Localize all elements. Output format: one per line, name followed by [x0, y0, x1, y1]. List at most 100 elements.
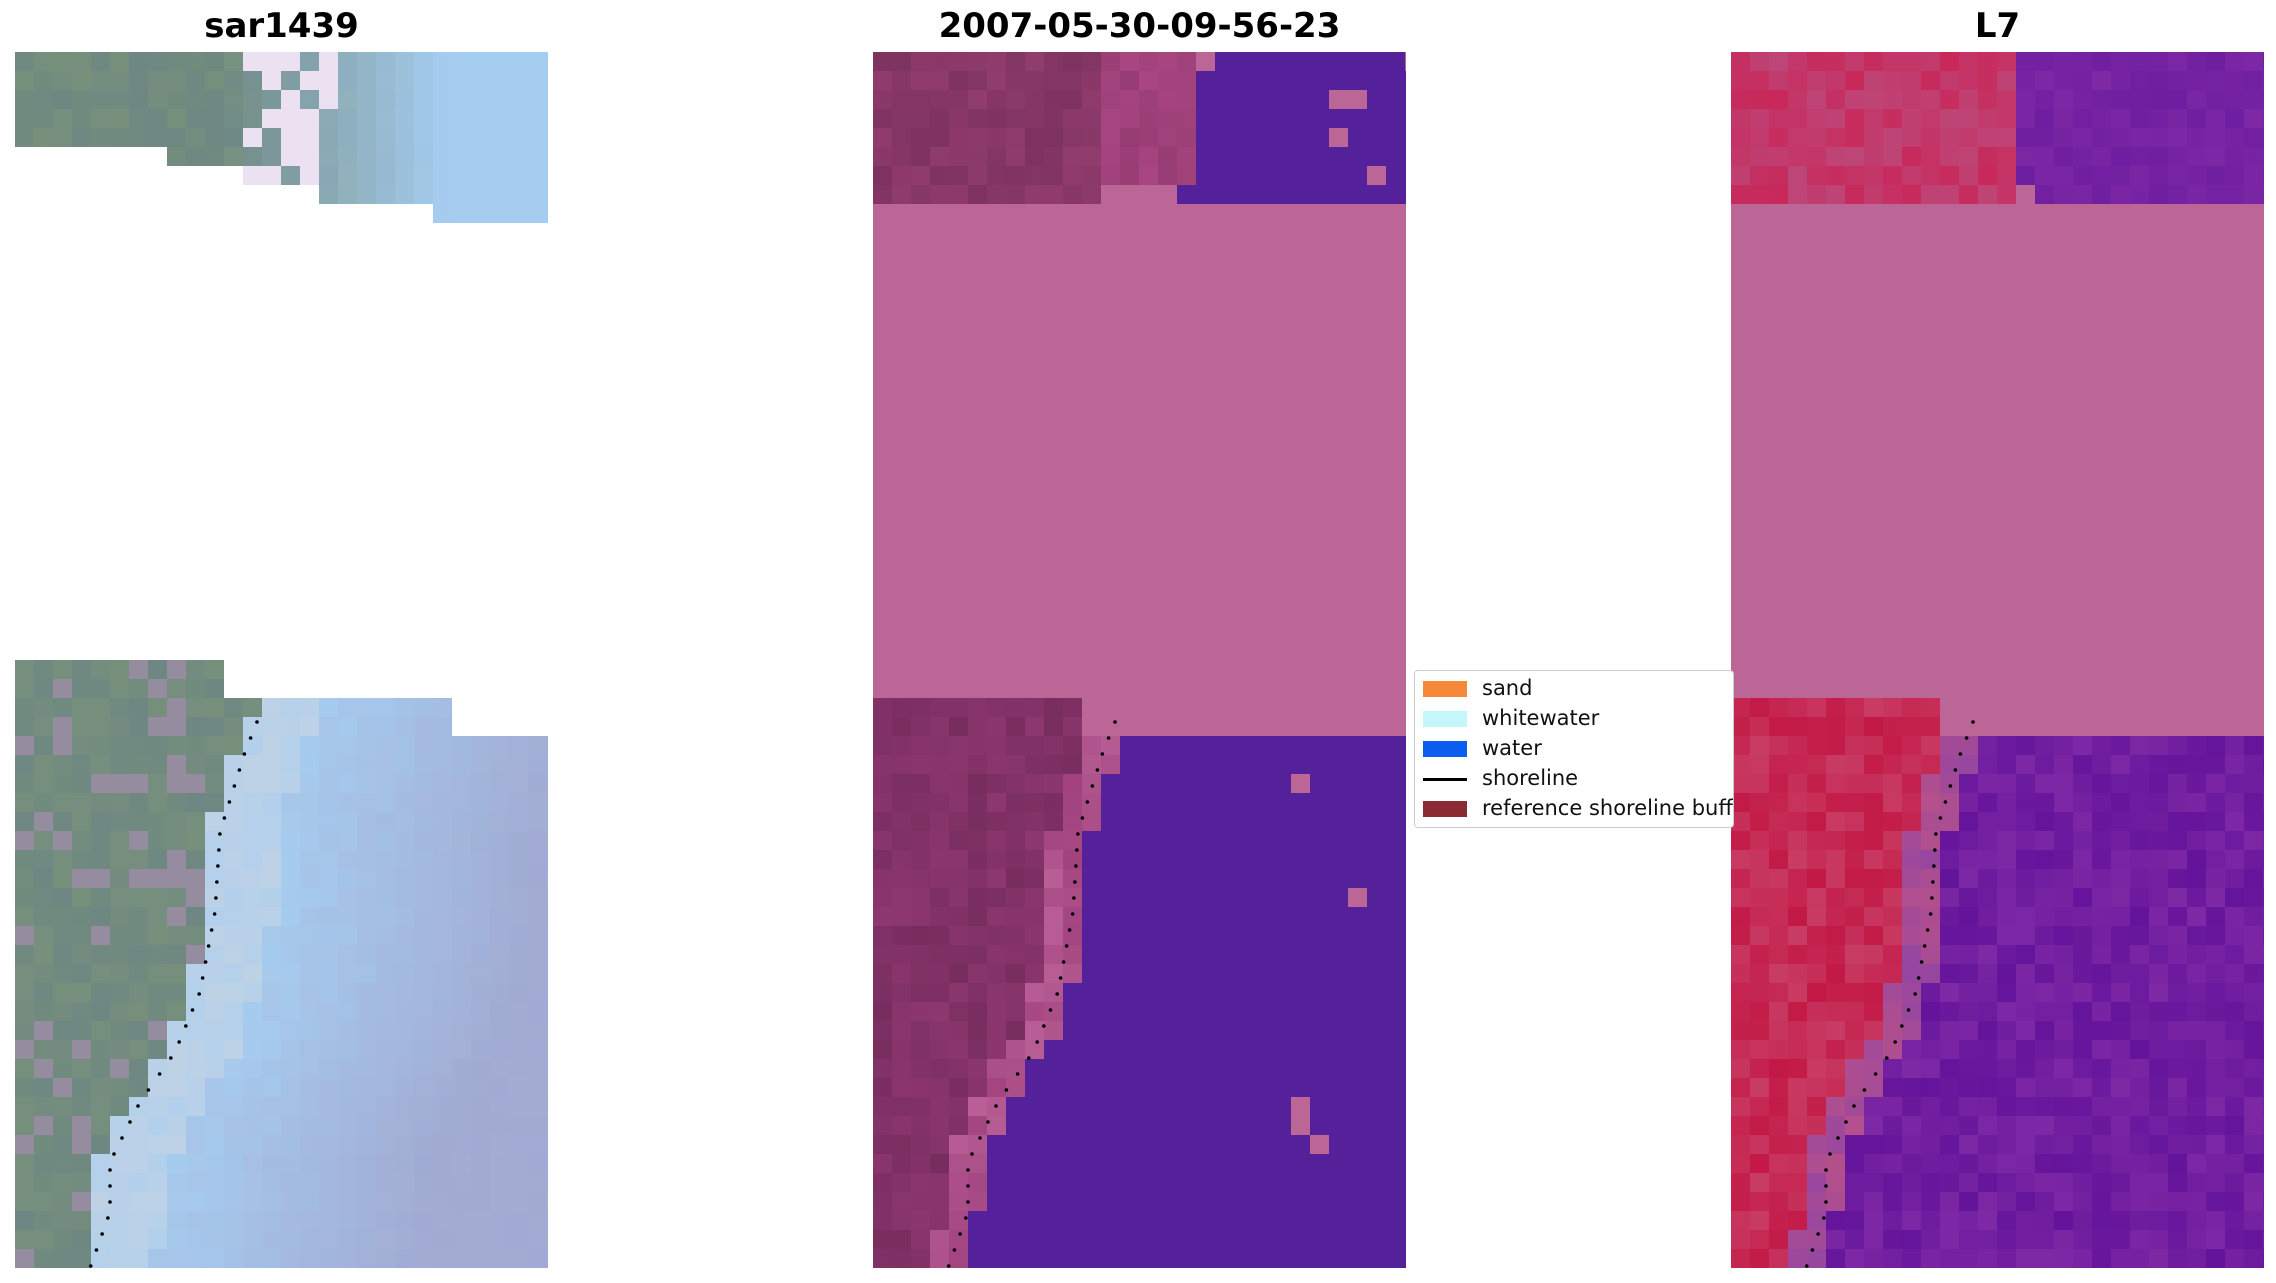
- shoreline-point: [1931, 880, 1935, 884]
- shoreline-point: [1862, 1088, 1867, 1092]
- shoreline-point: [1810, 1248, 1815, 1252]
- shoreline-point: [1058, 976, 1063, 980]
- shoreline-point: [106, 1216, 110, 1220]
- shoreline-point: [216, 864, 220, 868]
- shoreline-point: [1076, 832, 1080, 836]
- shoreline-point: [986, 1120, 990, 1124]
- shoreline-point: [1964, 736, 1969, 740]
- legend-label: whitewater: [1482, 706, 1600, 730]
- shoreline-point: [197, 992, 201, 996]
- shoreline-point: [214, 896, 218, 900]
- shoreline-point: [169, 1056, 173, 1060]
- shoreline-point: [1938, 816, 1943, 820]
- shoreline-point: [88, 1264, 93, 1268]
- shoreline-point: [1958, 752, 1963, 756]
- shoreline-point: [1824, 1168, 1828, 1172]
- legend-label: water: [1482, 736, 1542, 760]
- shoreline-point: [1073, 880, 1077, 884]
- shoreline-point: [1919, 960, 1924, 964]
- shoreline-point: [1953, 768, 1958, 772]
- shoreline-point: [1932, 864, 1936, 868]
- shoreline-point: [120, 1136, 124, 1140]
- shoreline-point: [1080, 816, 1085, 820]
- shoreline-point: [1106, 736, 1111, 740]
- shoreline-point: [1906, 1008, 1911, 1012]
- shoreline-point: [190, 1008, 195, 1012]
- whitewater-swatch: [1423, 711, 1467, 727]
- panel-title-classification: 2007-05-30-09-56-23: [938, 6, 1341, 46]
- legend-label: sand: [1482, 676, 1533, 700]
- shoreline-point: [248, 736, 253, 740]
- shoreline-point: [946, 1264, 951, 1268]
- shoreline-point: [1948, 784, 1953, 788]
- shoreline-point: [1064, 944, 1069, 948]
- shoreline-point: [1070, 912, 1075, 916]
- shoreline-point: [212, 912, 217, 916]
- shoreline-point: [108, 1200, 112, 1204]
- shoreline-point: [1928, 912, 1933, 916]
- shoreline-point: [978, 1136, 982, 1140]
- shoreline-point: [966, 1184, 970, 1188]
- shoreline-point: [1900, 1024, 1904, 1028]
- reference-buffer-swatch: [1423, 801, 1467, 817]
- shoreline-point: [1930, 896, 1934, 900]
- shoreline-point: [1913, 992, 1917, 996]
- shoreline-point: [1873, 1072, 1878, 1076]
- shoreline-point: [128, 1120, 132, 1124]
- shoreline-point: [1971, 720, 1975, 724]
- shoreline-point: [1048, 1008, 1053, 1012]
- shoreline-point: [1824, 1184, 1828, 1188]
- shoreline-point: [1934, 832, 1938, 836]
- shoreline-point: [1095, 768, 1100, 772]
- rgb-image-panel: [15, 52, 548, 1268]
- shoreline-point: [1844, 1120, 1848, 1124]
- shoreline-point: [1061, 960, 1066, 964]
- shoreline-dots: [946, 720, 1117, 1268]
- shoreline-point: [1822, 1216, 1826, 1220]
- shoreline-point: [1004, 1088, 1009, 1092]
- shoreline-dots: [1804, 720, 1975, 1268]
- shoreline-point: [232, 784, 237, 788]
- shoreline-point: [1816, 1232, 1820, 1236]
- shoreline-point: [970, 1152, 974, 1156]
- shoreline-point: [1943, 800, 1948, 804]
- shoreline-point: [177, 1040, 181, 1044]
- shoreline-point: [108, 1184, 112, 1188]
- shoreline-point: [200, 976, 205, 980]
- shoreline-point: [1925, 928, 1930, 932]
- shoreline-point: [255, 720, 259, 724]
- shoreline-point: [94, 1248, 99, 1252]
- shoreline-point: [1015, 1072, 1020, 1076]
- shoreline-point: [952, 1248, 957, 1252]
- classification-image-panel: [873, 52, 1406, 1268]
- shoreline-point: [1035, 1040, 1039, 1044]
- shoreline-point: [222, 816, 227, 820]
- shoreline-point: [1828, 1152, 1832, 1156]
- shoreline-point: [227, 800, 232, 804]
- shoreline-point: [1824, 1200, 1828, 1204]
- shoreline-point: [1100, 752, 1105, 756]
- shoreline-point: [184, 1024, 188, 1028]
- shoreline-point: [1027, 1056, 1031, 1060]
- shoreline-dots: [88, 720, 259, 1268]
- shoreline-point: [994, 1104, 998, 1108]
- shoreline-point: [1055, 992, 1059, 996]
- water-swatch: [1423, 741, 1467, 757]
- shoreline-point: [1885, 1056, 1889, 1060]
- shoreline-point: [1933, 848, 1937, 852]
- legend: sand whitewater water shoreline referenc…: [1414, 670, 1734, 828]
- shoreline-point: [958, 1232, 962, 1236]
- shoreline-point: [237, 768, 242, 772]
- shoreline-point: [146, 1088, 151, 1092]
- shoreline-point: [1074, 864, 1078, 868]
- shoreline-point: [1072, 896, 1076, 900]
- shoreline-point: [1090, 784, 1095, 788]
- shoreline-point: [209, 928, 214, 932]
- false-color-image-panel: [1731, 52, 2264, 1268]
- shoreline-point: [215, 880, 219, 884]
- shoreline-point: [1804, 1264, 1809, 1268]
- shoreline-point: [1067, 928, 1072, 932]
- shoreline-point: [218, 832, 222, 836]
- shoreline-point: [217, 848, 221, 852]
- sand-swatch: [1423, 681, 1467, 697]
